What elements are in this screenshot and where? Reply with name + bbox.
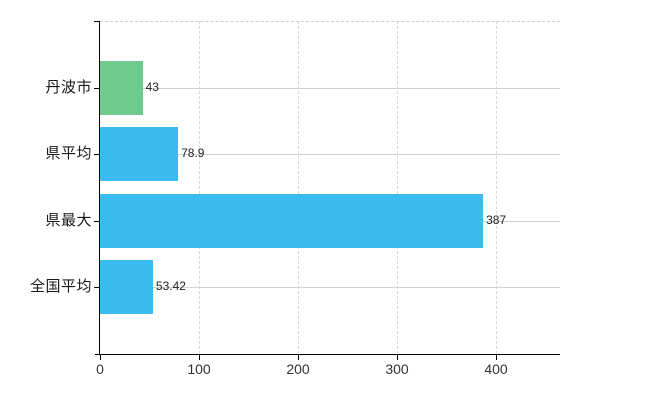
value-label: 387	[486, 212, 507, 227]
x-axis-line	[95, 354, 560, 355]
bar-1	[100, 60, 143, 115]
category-label: 丹波市	[45, 78, 92, 96]
x-gridline	[496, 21, 497, 354]
category-label: 県最大	[45, 211, 92, 229]
x-axis-tick-label: 200	[286, 361, 310, 377]
value-label: 78.9	[181, 146, 205, 161]
y-gridline	[100, 287, 560, 289]
x-gridline	[199, 21, 200, 354]
y-gridline	[100, 87, 560, 89]
y-axis-tick	[94, 21, 100, 22]
plot-area: 0 100 200 300 400 丹波市 43 県平均 78.9 県最大 387 全国平均 53.42	[30, 21, 560, 377]
x-axis-tick	[298, 355, 299, 360]
x-axis-tick-label: 400	[484, 361, 508, 377]
category-label: 全国平均	[29, 278, 92, 296]
y-axis-tick	[94, 220, 100, 222]
x-axis-tick	[199, 355, 200, 360]
y-axis-tick	[94, 154, 100, 156]
y-axis-tick	[94, 87, 100, 89]
x-axis-tick	[496, 355, 497, 360]
x-gridline	[397, 21, 398, 354]
x-gridline	[298, 21, 299, 354]
category-label: 県平均	[45, 145, 92, 163]
x-axis-tick-label: 0	[96, 361, 104, 377]
value-label: 53.42	[155, 279, 186, 294]
plot-top-border	[100, 21, 560, 22]
y-axis-tick	[94, 287, 100, 289]
x-axis-tick-label: 100	[187, 361, 211, 377]
x-axis-tick-label: 300	[385, 361, 409, 377]
bar-2	[100, 127, 179, 182]
y-gridline	[100, 154, 560, 156]
bar-4	[100, 260, 153, 315]
x-axis-tick	[100, 355, 101, 360]
bar-3	[100, 193, 484, 248]
value-label: 43	[145, 79, 159, 94]
x-axis-tick	[397, 355, 398, 360]
y-axis-line	[99, 21, 100, 354]
